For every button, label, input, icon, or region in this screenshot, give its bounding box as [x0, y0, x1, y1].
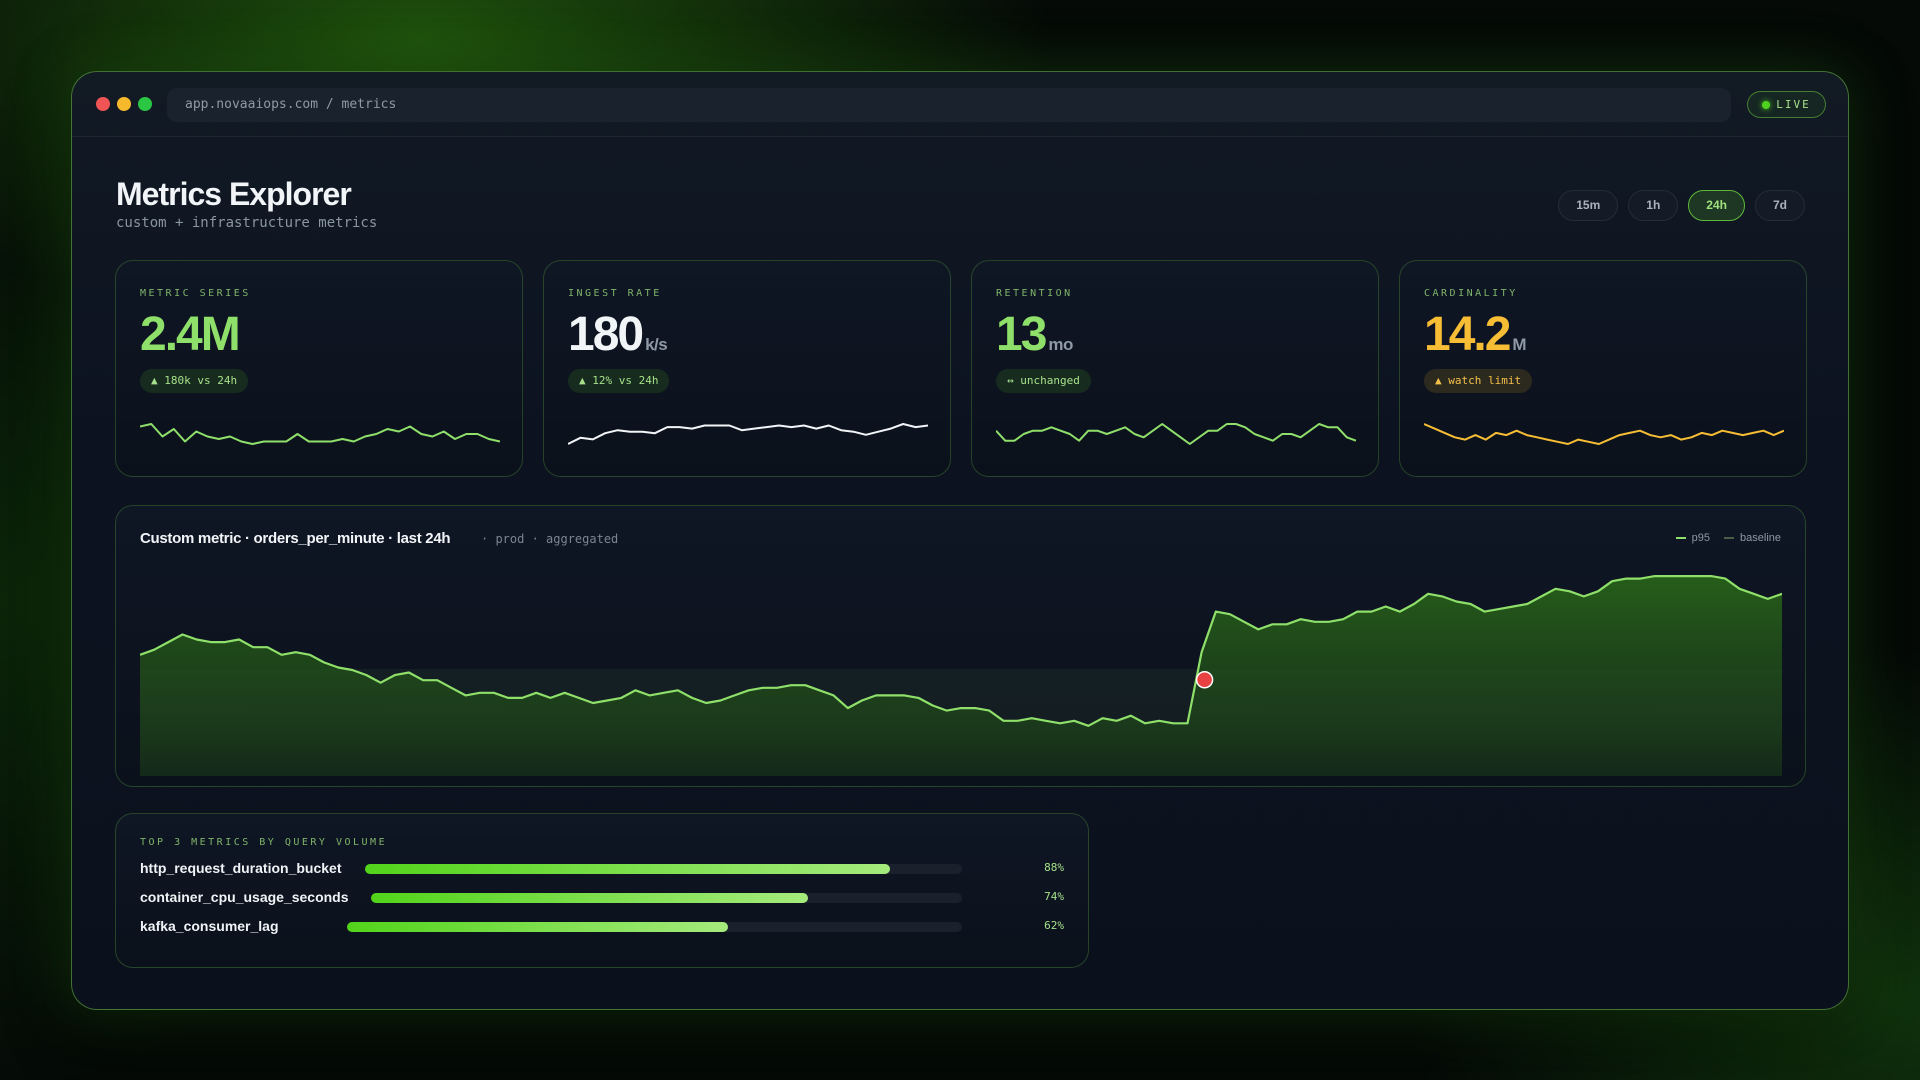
- delta-badge: ▲ 12% vs 24h: [568, 369, 670, 393]
- metric-row[interactable]: container_cpu_usage_seconds 74%: [140, 887, 1064, 907]
- legend-label: p95: [1691, 532, 1711, 544]
- browser-window: app.novaaiops.com / metrics LIVE Metrics…: [71, 71, 1849, 1010]
- range-1h-button[interactable]: 1h: [1628, 190, 1679, 221]
- progress-track: [347, 922, 962, 932]
- p95-area: [140, 576, 1782, 776]
- legend-swatch-icon: [1675, 537, 1686, 539]
- card-value: 13 mo: [996, 307, 1073, 362]
- orders-per-minute-chart: Custom metric · orders_per_minute · last…: [115, 505, 1806, 787]
- card-label: INGEST RATE: [568, 288, 662, 299]
- delta-badge: ▲ 180k vs 24h: [140, 369, 249, 393]
- live-indicator: LIVE: [1747, 91, 1826, 118]
- legend-swatch-icon: [1724, 537, 1735, 539]
- card-ingest-rate[interactable]: INGEST RATE 180 k/s ▲ 12% vs 24h: [543, 260, 951, 477]
- kpi-cards: METRIC SERIES 2.4M ▲ 180k vs 24h INGEST …: [115, 260, 1807, 477]
- close-window-button[interactable]: [96, 97, 110, 111]
- chart-meta: · prod · aggregated: [481, 532, 619, 546]
- card-unit: mo: [1048, 335, 1073, 354]
- card-value-number: 2.4M: [140, 308, 241, 361]
- progress-fill: [371, 893, 809, 903]
- card-value-number: 13: [996, 308, 1047, 361]
- card-unit: k/s: [645, 335, 668, 354]
- legend-item-p95[interactable]: p95: [1675, 532, 1711, 544]
- card-cardinality[interactable]: CARDINALITY 14.2 M ▲ watch limit: [1399, 260, 1807, 477]
- card-value: 14.2 M: [1424, 307, 1527, 362]
- metric-row[interactable]: kafka_consumer_lag 62%: [140, 916, 1064, 936]
- range-7d-button[interactable]: 7d: [1754, 190, 1805, 221]
- sparkline: [140, 423, 500, 445]
- card-label: RETENTION: [996, 288, 1073, 299]
- metric-name: container_cpu_usage_seconds: [140, 889, 349, 905]
- range-24h-button[interactable]: 24h: [1688, 190, 1745, 221]
- card-value: 180 k/s: [568, 307, 668, 362]
- card-label: METRIC SERIES: [140, 288, 251, 299]
- title-bar: app.novaaiops.com / metrics LIVE: [72, 72, 1848, 137]
- card-value-number: 14.2: [1424, 308, 1511, 361]
- chart-legend: p95 baseline: [1675, 532, 1781, 544]
- page-title: Metrics Explorer: [116, 176, 352, 212]
- top-metrics-panel: TOP 3 METRICS BY QUERY VOLUME http_reque…: [115, 813, 1089, 968]
- card-metric-series[interactable]: METRIC SERIES 2.4M ▲ 180k vs 24h: [115, 260, 523, 477]
- metric-name: kafka_consumer_lag: [140, 918, 279, 934]
- progress-track: [365, 864, 962, 874]
- legend-item-baseline[interactable]: baseline: [1724, 532, 1781, 544]
- p95-line: [140, 575, 1782, 727]
- page-subtitle: custom + infrastructure metrics: [116, 215, 378, 231]
- metric-name: http_request_duration_bucket: [140, 860, 342, 876]
- card-label: CARDINALITY: [1424, 288, 1518, 299]
- live-dot-icon: [1762, 100, 1771, 109]
- card-retention[interactable]: RETENTION 13 mo ↔ unchanged: [971, 260, 1379, 477]
- sparkline: [996, 423, 1356, 445]
- time-range-selector: 15m 1h 24h 7d: [1558, 190, 1805, 221]
- card-value: 2.4M: [140, 307, 242, 362]
- panel-title: TOP 3 METRICS BY QUERY VOLUME: [140, 837, 388, 848]
- maximize-window-button[interactable]: [138, 97, 152, 111]
- chart-title: Custom metric · orders_per_minute · last…: [140, 530, 451, 547]
- anomaly-marker-icon: [1195, 671, 1214, 689]
- status-badge: ↔ unchanged: [996, 369, 1091, 393]
- sparkline: [568, 423, 928, 445]
- progress-fill: [365, 864, 891, 874]
- metric-row[interactable]: http_request_duration_bucket 88%: [140, 858, 1064, 878]
- metric-percent: 62%: [1044, 919, 1064, 932]
- minimize-window-button[interactable]: [117, 97, 131, 111]
- card-unit: M: [1512, 335, 1527, 354]
- sparkline: [1424, 423, 1784, 445]
- area-chart[interactable]: [140, 566, 1782, 776]
- address-bar[interactable]: app.novaaiops.com / metrics: [167, 88, 1731, 122]
- warning-badge: ▲ watch limit: [1424, 369, 1533, 393]
- metric-percent: 74%: [1044, 890, 1064, 903]
- progress-fill: [347, 922, 729, 932]
- legend-label: baseline: [1740, 532, 1781, 544]
- live-label: LIVE: [1776, 98, 1811, 111]
- range-15m-button[interactable]: 15m: [1558, 190, 1619, 221]
- metric-percent: 88%: [1044, 861, 1064, 874]
- progress-track: [371, 893, 962, 903]
- card-value-number: 180: [568, 308, 644, 361]
